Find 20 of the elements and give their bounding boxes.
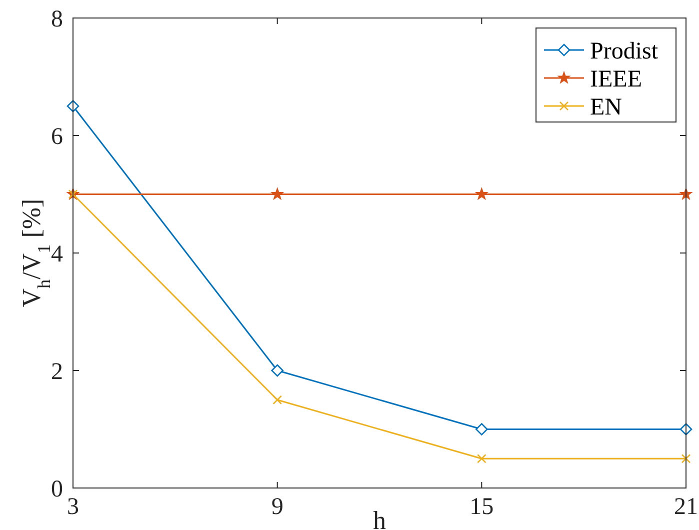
- point: [476, 188, 488, 200]
- x-axis-title: h: [373, 506, 386, 530]
- point: [681, 454, 691, 464]
- y-tick-label: 2: [51, 358, 63, 385]
- point: [271, 364, 284, 377]
- y-tick-label: 0: [51, 476, 63, 502]
- x-tick-label: 9: [271, 494, 284, 520]
- legend-label: Prodist: [590, 38, 658, 64]
- point: [477, 454, 486, 464]
- x-tick-label: 3: [67, 494, 79, 520]
- x-tick-label: 15: [470, 494, 494, 520]
- x-tick-label: 21: [674, 494, 698, 520]
- y-tick-label: 4: [51, 241, 63, 268]
- legend-label: EN: [590, 94, 622, 120]
- point: [271, 188, 284, 200]
- legend-label: IEEE: [590, 66, 642, 92]
- point: [476, 423, 488, 436]
- point: [272, 395, 282, 405]
- y-tick-label: 8: [51, 6, 63, 32]
- y-tick-label: 6: [51, 124, 63, 150]
